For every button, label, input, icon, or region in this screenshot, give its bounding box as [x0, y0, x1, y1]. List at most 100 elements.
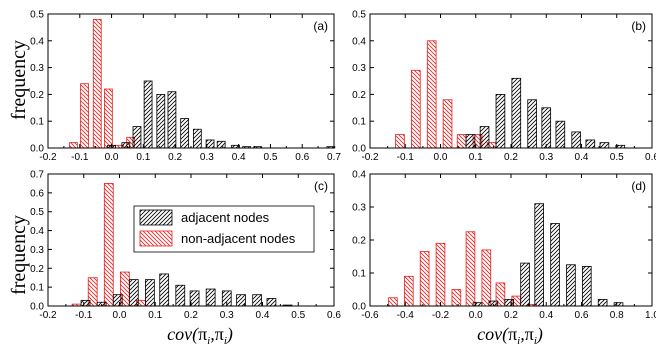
ytick-label-c-0: 0.0 [30, 302, 44, 313]
bar-d-adjacent-6 [566, 264, 576, 307]
legend: adjacent nodes non-adjacent nodes [133, 205, 315, 253]
ytick-label-c-6: 0.6 [30, 188, 44, 199]
bar-b-adjacent-8 [585, 139, 596, 149]
bar-b-nonadjacent-4 [456, 134, 467, 149]
xtick-label-b-2: 0.0 [434, 152, 448, 163]
ytick-label-a-5: 0.5 [30, 10, 44, 21]
bar-d-nonadjacent-0 [388, 297, 398, 307]
ytick-label-b-2: 0.2 [352, 90, 366, 101]
bar-d-adjacent-7 [581, 265, 592, 307]
ytick-label-d-3: 0.3 [352, 203, 366, 214]
legend-label-nonadjacent: non-adjacent nodes [181, 231, 296, 246]
panel-label-a: (a) [313, 19, 328, 33]
xtick-label-d-8: 1.0 [645, 310, 656, 321]
bar-d-adjacent-5 [550, 223, 560, 307]
xtick-label-a-4: 0.2 [168, 152, 182, 163]
bar-a-nonadjacent-2 [92, 18, 102, 149]
xtick-label-b-5: 0.3 [539, 152, 553, 163]
bar-a-adjacent-6 [180, 118, 190, 149]
bar-d-nonadjacent-1 [403, 275, 414, 307]
bar-a-adjacent-4 [156, 94, 166, 149]
xtick-label-c-8: 0.6 [327, 310, 341, 321]
panel-label-d: (d) [631, 179, 646, 193]
bar-b-nonadjacent-0 [395, 134, 405, 149]
bar-a-adjacent-5 [167, 91, 177, 149]
bar-c-adjacent-3 [128, 279, 139, 307]
xtick-label-d-2: -0.2 [432, 310, 450, 321]
xtick-label-d-1: -0.4 [397, 310, 415, 321]
xtick-label-a-0: -0.2 [39, 152, 57, 163]
bar-c-nonadjacent-2 [103, 183, 114, 307]
bar-c-adjacent-4 [145, 279, 155, 307]
xtick-label-a-8: 0.6 [295, 152, 309, 163]
bar-b-adjacent-2 [495, 94, 506, 149]
bar-a-nonadjacent-1 [80, 83, 89, 149]
bar-d-nonadjacent-6 [481, 249, 492, 307]
ytick-label-a-2: 0.2 [30, 90, 44, 101]
ytick-label-a-4: 0.4 [30, 36, 44, 47]
bar-b-adjacent-7 [571, 131, 582, 149]
panel-a: -0.2 -0.1 0.0 0.1 0.2 0.3 0.4 0.5 0.6 0.7 0.0 0.1 0.… [30, 10, 341, 164]
ytick-label-b-0: 0.0 [352, 144, 366, 155]
bar-a-adjacent-9 [216, 140, 226, 149]
panel-c: -0.2 -0.1 0.0 0.1 0.2 0.3 0.4 0.5 0.6 0.0 0.1 0.2 0.… [30, 170, 341, 322]
bar-a-adjacent-7 [192, 128, 202, 149]
legend-swatch-adjacent [139, 209, 173, 226]
xtick-label-b-0: -0.2 [361, 152, 379, 163]
bar-c-adjacent-6 [175, 284, 186, 307]
xtick-label-a-3: 0.1 [136, 152, 150, 163]
bar-b-adjacent-4 [527, 99, 537, 149]
bar-a-nonadjacent-3 [104, 88, 113, 149]
xtick-label-d-5: 0.4 [539, 310, 553, 321]
xtick-label-c-3: 0.1 [148, 310, 162, 321]
ytick-label-a-1: 0.1 [30, 117, 44, 128]
legend-swatch-nonadjacent [139, 230, 173, 247]
bar-c-adjacent-11 [252, 294, 263, 307]
ytick-label-a-3: 0.3 [30, 63, 44, 74]
xtick-label-c-2: 0.0 [113, 310, 127, 321]
xtick-label-c-7: 0.5 [291, 310, 305, 321]
ytick-label-c-3: 0.3 [30, 245, 44, 256]
ytick-label-c-7: 0.7 [30, 170, 44, 181]
bar-c-adjacent-0 [80, 299, 91, 307]
xtick-label-b-3: 0.1 [469, 152, 483, 163]
ytick-label-b-4: 0.4 [352, 36, 366, 47]
xtick-label-d-6: 0.6 [575, 310, 589, 321]
xtick-label-a-5: 0.3 [200, 152, 214, 163]
bar-d-adjacent-2 [504, 298, 515, 307]
bar-a-adjacent-2 [132, 126, 142, 149]
bar-d-adjacent-3 [520, 262, 530, 307]
bar-b-adjacent-5 [541, 107, 552, 149]
xtick-label-b-6: 0.4 [575, 152, 589, 163]
xtick-label-b-7: 0.5 [610, 152, 624, 163]
xtick-label-b-4: 0.2 [504, 152, 518, 163]
legend-label-adjacent: adjacent nodes [181, 210, 270, 225]
ytick-label-d-0: 0.0 [352, 302, 366, 313]
bar-b-adjacent-3 [511, 77, 522, 149]
xtick-label-b-8: 0.6 [645, 152, 656, 163]
bar-d-nonadjacent-4 [451, 289, 462, 307]
ytick-label-d-1: 0.1 [352, 269, 366, 280]
bar-c-adjacent-5 [159, 273, 170, 307]
xtick-label-d-0: -0.6 [361, 310, 379, 321]
ytick-label-b-3: 0.3 [352, 63, 366, 74]
bar-b-adjacent-9 [599, 142, 610, 149]
xtick-label-c-6: 0.4 [256, 310, 270, 321]
bar-a-nonadjacent-0 [69, 142, 78, 149]
ytick-label-c-1: 0.1 [30, 283, 44, 294]
bar-c-adjacent-8 [205, 288, 216, 307]
x-axis-label-right: cov(πi,πi) [477, 324, 543, 347]
xtick-label-b-1: -0.1 [397, 152, 415, 163]
y-axis-label-bottom: frequency [8, 215, 30, 295]
y-axis-label-top: frequency [8, 40, 30, 120]
panel-d: -0.6 -0.4 -0.2 0.0 0.2 0.4 0.6 0.8 1.0 0.0 0.1 0.2 0… [352, 170, 656, 322]
panel-label-b: (b) [631, 19, 646, 33]
panel-label-c: (c) [314, 179, 328, 193]
xtick-label-a-2: 0.0 [105, 152, 119, 163]
ytick-label-c-5: 0.5 [30, 207, 44, 218]
xtick-label-c-5: 0.3 [220, 310, 234, 321]
bar-b-adjacent-6 [555, 120, 566, 149]
xtick-label-c-0: -0.2 [39, 310, 57, 321]
panel-b: -0.2 -0.1 0.0 0.1 0.2 0.3 0.4 0.5 0.6 0.0 0.1 0.2 0.… [352, 10, 656, 164]
plot-frame-a [47, 13, 335, 149]
